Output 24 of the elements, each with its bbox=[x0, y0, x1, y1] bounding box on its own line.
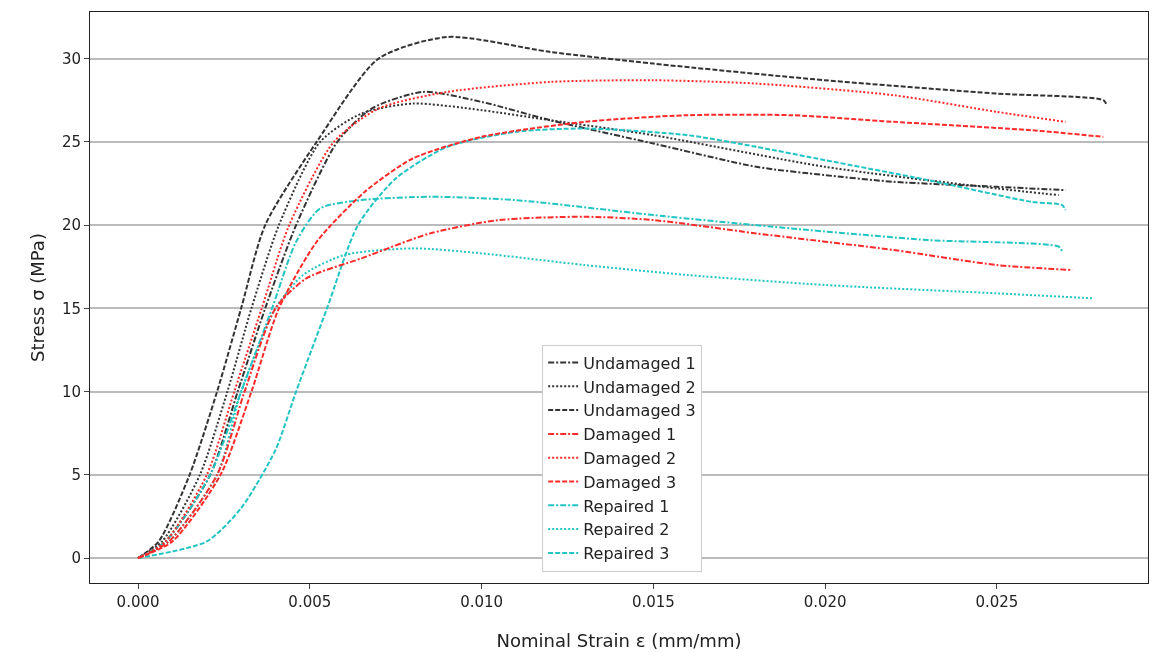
legend-label: Repaired 3 bbox=[583, 544, 670, 564]
x-axis-title: Nominal Strain ε (mm/mm) bbox=[496, 630, 742, 651]
legend-label: Damaged 3 bbox=[583, 472, 677, 492]
legend-label: Damaged 2 bbox=[583, 448, 677, 468]
x-tick-label: 0.020 bbox=[803, 593, 847, 611]
y-tick-label: 25 bbox=[61, 133, 81, 152]
legend-label: Repaired 2 bbox=[583, 520, 670, 540]
x-tick-label: 0.000 bbox=[116, 593, 160, 611]
legend-label: Undamaged 3 bbox=[583, 401, 696, 421]
legend-label: Undamaged 1 bbox=[583, 353, 696, 373]
x-tick-label: 0.025 bbox=[975, 593, 1019, 611]
legend-label: Damaged 1 bbox=[583, 425, 677, 445]
y-tick-label: 30 bbox=[61, 49, 81, 68]
y-tick-label: 20 bbox=[61, 216, 81, 235]
legend-label: Undamaged 2 bbox=[583, 377, 696, 397]
y-tick-label: 0 bbox=[71, 549, 81, 568]
x-tick-label: 0.005 bbox=[288, 593, 332, 611]
x-tick-label: 0.010 bbox=[460, 593, 504, 611]
x-tick-label: 0.015 bbox=[631, 593, 675, 611]
y-tick-label: 5 bbox=[71, 466, 81, 485]
legend-label: Repaired 1 bbox=[583, 496, 670, 516]
y-tick-label: 10 bbox=[61, 382, 81, 401]
y-tick-label: 15 bbox=[61, 299, 81, 318]
y-axis-title: Stress σ (MPa) bbox=[27, 233, 48, 362]
